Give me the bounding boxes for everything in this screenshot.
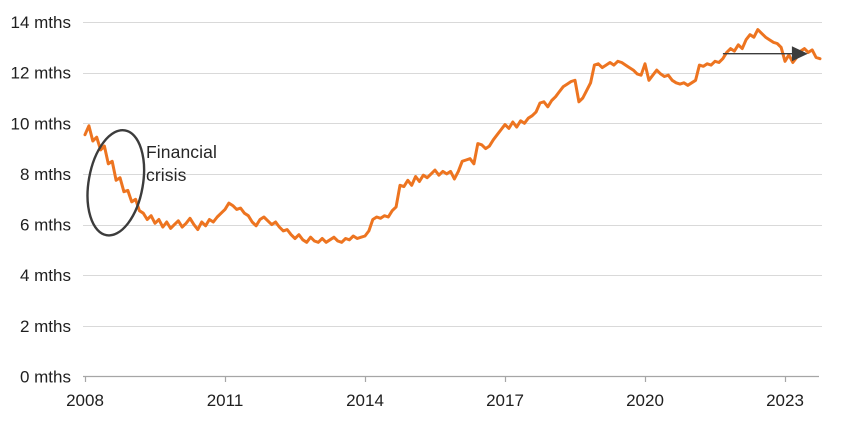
data-series-line xyxy=(83,28,822,244)
trend-arrow-head xyxy=(791,46,808,62)
y-axis-label: 4 mths xyxy=(20,266,71,285)
financial-crisis-label-line1: Financial xyxy=(146,142,217,162)
x-axis-label: 2023 xyxy=(766,391,804,410)
x-axis-label: 2017 xyxy=(486,391,524,410)
y-axis-label: 12 mths xyxy=(11,64,71,83)
y-axis-label: 0 mths xyxy=(20,368,71,387)
financial-crisis-label-line2: crisis xyxy=(146,165,187,185)
y-axis-label: 10 mths xyxy=(11,114,71,133)
y-axis-label: 2 mths xyxy=(20,317,71,336)
financial-crisis-ellipse xyxy=(86,128,146,237)
y-axis-label: 14 mths xyxy=(11,13,71,32)
x-axis-label: 2011 xyxy=(207,391,244,410)
y-axis-label: 6 mths xyxy=(20,216,71,235)
x-axis-label: 2014 xyxy=(346,391,384,410)
financial-crisis-label: Financial crisis xyxy=(146,141,217,187)
x-axis-label: 2020 xyxy=(626,391,664,410)
y-axis-label: 8 mths xyxy=(20,165,71,184)
x-axis-label: 2008 xyxy=(66,391,104,410)
